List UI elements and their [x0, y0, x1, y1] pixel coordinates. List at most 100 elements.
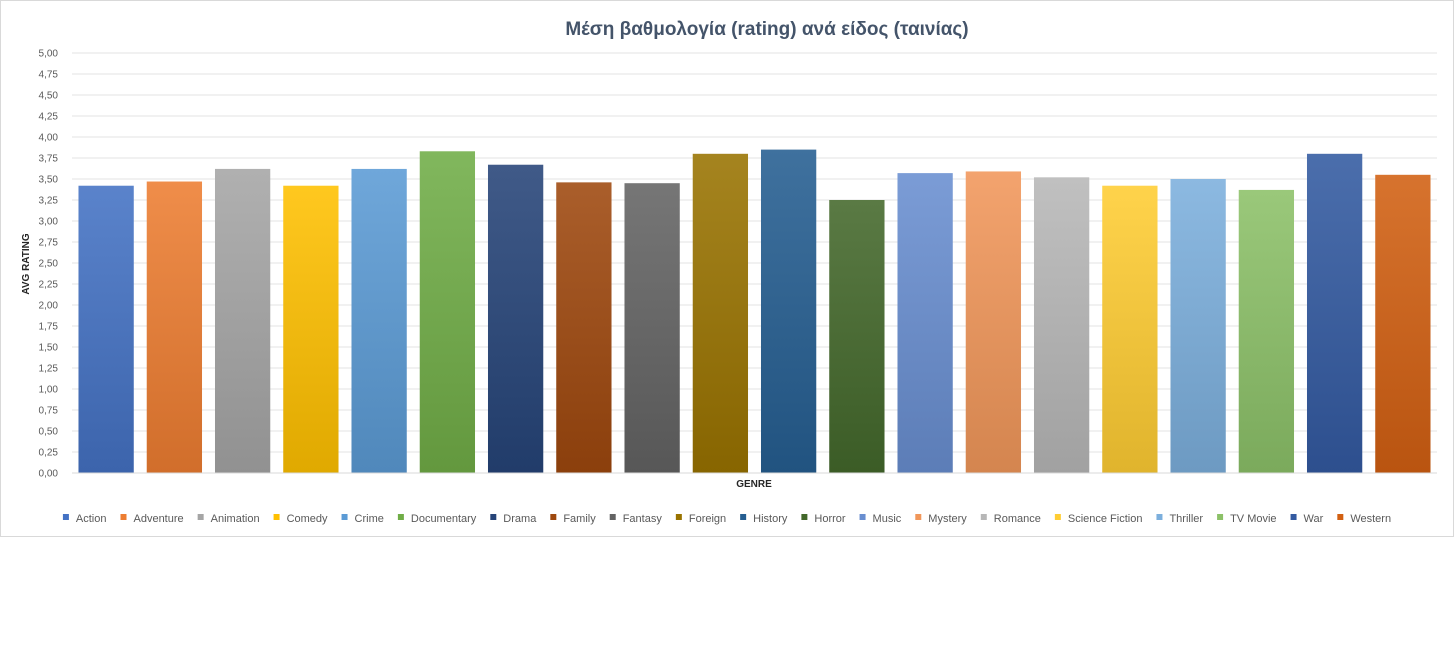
y-tick-label: 0,50: [39, 427, 59, 438]
legend-item: Music: [859, 513, 902, 525]
y-tick-label: 0,75: [39, 406, 59, 417]
y-tick-label: 2,25: [39, 280, 59, 291]
legend-swatch: [397, 514, 404, 520]
legend-label: Crime: [355, 513, 384, 525]
legend-label: Animation: [211, 513, 260, 525]
legend-label: Music: [873, 513, 902, 525]
bar-drama: [487, 164, 544, 473]
y-tick-label: 1,75: [39, 322, 59, 333]
bar-adventure: [146, 181, 203, 473]
bars: [78, 149, 1431, 474]
legend-item: Science Fiction: [1054, 513, 1143, 525]
y-tick-label: 1,25: [39, 364, 59, 375]
bar-crime: [351, 168, 407, 474]
bar-chart: Μέση βαθμολογία (rating) ανά είδος (ταιν…: [21, 19, 1437, 525]
legend-label: Horror: [814, 513, 846, 525]
legend-item: Action: [62, 513, 107, 525]
y-tick-label: 4,50: [39, 91, 59, 102]
bar-mystery: [965, 171, 1022, 473]
legend-swatch: [1054, 514, 1061, 520]
legend-item: TV Movie: [1217, 513, 1277, 525]
y-tick-label: 3,25: [39, 196, 59, 207]
y-tick-label: 3,75: [39, 154, 59, 165]
legend-label: Thriller: [1169, 513, 1203, 525]
legend-swatch: [550, 514, 557, 520]
legend-item: Foreign: [675, 513, 726, 525]
legend-item: Animation: [197, 513, 260, 525]
y-axis-ticks: 0,00 0,25 0,50 0,75 1,00 1,25 1,50 1,75 2,00 2,25…: [39, 49, 59, 480]
legend-item: Romance: [980, 513, 1041, 525]
legend-item: Documentary: [397, 513, 477, 525]
y-tick-label: 5,00: [39, 49, 59, 60]
legend-swatch: [273, 514, 280, 520]
legend-item: Family: [550, 513, 596, 525]
chart-title: Μέση βαθμολογία (rating) ανά είδος (ταιν…: [565, 19, 968, 40]
y-tick-label: 1,50: [39, 343, 59, 354]
legend-swatch: [801, 514, 808, 520]
bar-comedy: [283, 185, 339, 473]
bar-western: [1375, 174, 1431, 474]
legend-item: Mystery: [915, 513, 967, 525]
bar-horror: [829, 200, 885, 473]
y-tick-label: 2,75: [39, 238, 59, 249]
legend-swatch: [675, 514, 682, 520]
legend-label: Adventure: [133, 513, 183, 525]
legend-swatch: [980, 514, 987, 520]
legend-item: Thriller: [1156, 513, 1203, 525]
legend-swatch: [1290, 514, 1297, 520]
legend-swatch: [740, 514, 747, 520]
x-axis-label: GENRE: [736, 479, 772, 490]
y-axis-label: AVG RATING: [21, 233, 32, 295]
legend-swatch: [1337, 514, 1344, 520]
y-tick-label: 4,25: [39, 112, 59, 123]
legend-label: Comedy: [287, 513, 328, 525]
legend-swatch: [341, 514, 348, 520]
y-tick-label: 0,00: [39, 469, 59, 480]
bar-music: [897, 173, 953, 473]
legend-swatch: [490, 514, 497, 520]
legend-label: Science Fiction: [1068, 513, 1143, 525]
legend-label: Mystery: [928, 513, 967, 525]
legend-label: Fantasy: [623, 513, 663, 525]
legend-swatch: [1156, 514, 1163, 520]
bar-science-fiction: [1102, 185, 1158, 473]
legend-label: Action: [76, 513, 107, 525]
legend-item: History: [740, 513, 788, 525]
legend-label: Documentary: [411, 513, 477, 525]
bar-animation: [214, 168, 271, 474]
bar-action: [78, 185, 134, 473]
legend-swatch: [915, 514, 922, 520]
y-tick-label: 0,25: [39, 448, 59, 459]
bar-romance: [1033, 177, 1090, 473]
y-tick-label: 4,75: [39, 70, 59, 81]
bar-history: [760, 149, 817, 473]
legend-item: Adventure: [120, 513, 184, 525]
bar-family: [556, 182, 612, 474]
legend-label: War: [1304, 513, 1324, 525]
y-tick-label: 2,50: [39, 259, 59, 270]
legend-item: Crime: [341, 513, 384, 525]
bar-foreign: [692, 153, 749, 474]
gridlines: [72, 52, 1437, 474]
legend-label: Western: [1350, 513, 1391, 525]
y-tick-label: 3,00: [39, 217, 59, 228]
bar-tv-movie: [1238, 189, 1295, 474]
bar-documentary: [419, 151, 476, 473]
y-tick-label: 2,00: [39, 301, 59, 312]
legend-item: Fantasy: [609, 513, 663, 525]
legend-item: Drama: [490, 513, 537, 525]
legend-swatch: [62, 514, 69, 520]
y-tick-label: 1,00: [39, 385, 59, 396]
chart-area: Μέση βαθμολογία (rating) ανά είδος (ταιν…: [0, 0, 1454, 537]
legend-label: TV Movie: [1230, 513, 1276, 525]
legend-item: War: [1290, 513, 1324, 525]
legend: Action Adventure Animation Comedy Crime Docum…: [62, 513, 1391, 525]
legend-item: Horror: [801, 513, 846, 525]
legend-label: Family: [563, 513, 596, 525]
legend-label: Foreign: [689, 513, 726, 525]
bar-thriller: [1170, 179, 1226, 473]
legend-label: Romance: [994, 513, 1041, 525]
legend-item: Comedy: [273, 513, 328, 525]
legend-swatch: [1217, 514, 1224, 520]
legend-label: Drama: [503, 513, 537, 525]
